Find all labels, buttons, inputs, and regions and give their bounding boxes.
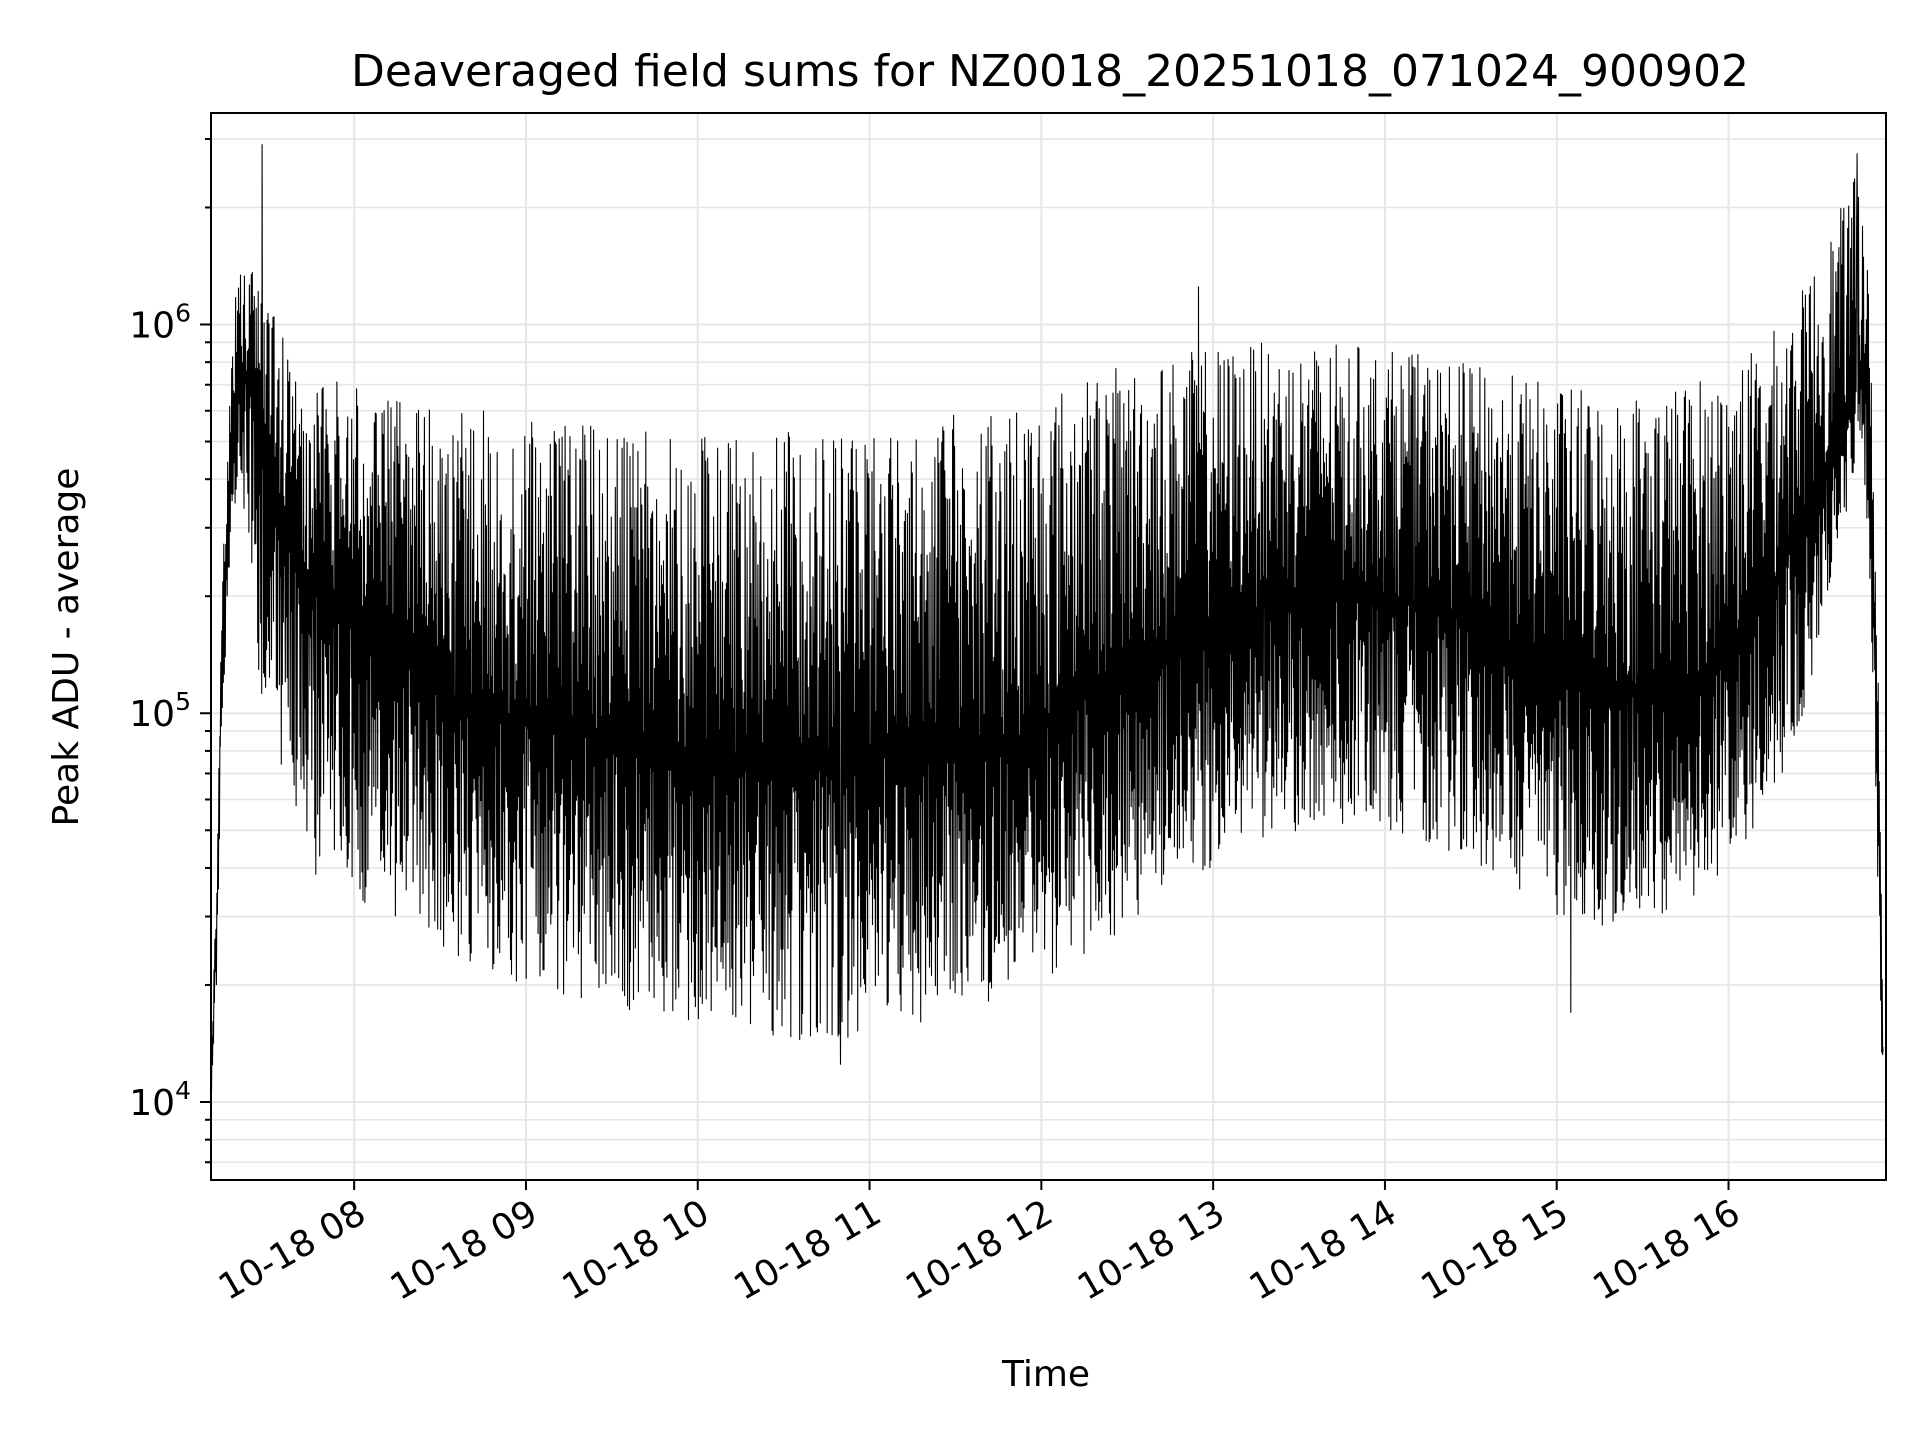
y-tick-label: 104 bbox=[129, 1076, 191, 1124]
series-line bbox=[210, 144, 1884, 1093]
plot-frame bbox=[210, 112, 1887, 1181]
y-tick-exponent: 6 bbox=[175, 299, 191, 328]
y-tick-base: 10 bbox=[129, 1083, 175, 1124]
y-tick-label: 106 bbox=[129, 299, 191, 347]
y-tick-exponent: 4 bbox=[175, 1076, 191, 1105]
y-tick-exponent: 5 bbox=[175, 687, 191, 716]
y-tick-label: 105 bbox=[129, 687, 191, 735]
y-tick-base: 10 bbox=[129, 306, 175, 347]
series-1 bbox=[210, 144, 1884, 1093]
chart-title: Deaveraged field sums for NZ0018_2025101… bbox=[351, 46, 1749, 97]
y-tick-base: 10 bbox=[129, 694, 175, 735]
x-axis-label: Time bbox=[1001, 1354, 1090, 1395]
y-axis-label: Peak ADU - average bbox=[46, 468, 87, 827]
